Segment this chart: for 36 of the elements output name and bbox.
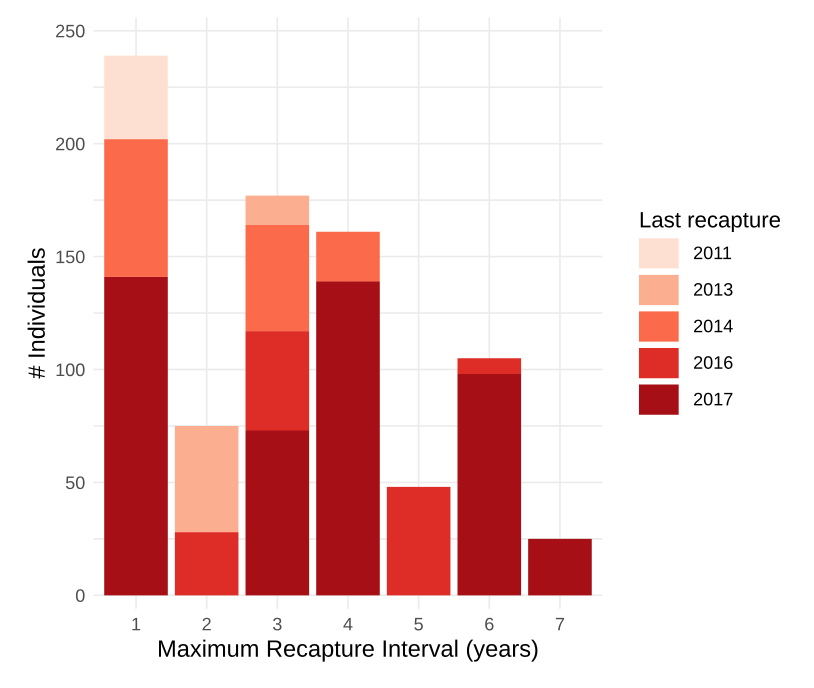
bar (316, 281, 380, 596)
bar (386, 486, 450, 596)
bar (246, 430, 310, 596)
bar (458, 374, 522, 596)
x-tick-label: 6 (485, 618, 494, 630)
bar (104, 56, 168, 140)
bar (246, 224, 310, 332)
x-tick-label: 4 (343, 618, 352, 630)
y-tick-label: 150 (56, 250, 85, 264)
y-axis-title: # Individuals (28, 248, 45, 379)
bar (174, 426, 238, 532)
y-tick-label: 250 (56, 24, 85, 38)
bar (528, 538, 592, 596)
x-tick-label: 2 (202, 618, 211, 630)
bar (458, 358, 522, 374)
bar (246, 196, 310, 225)
x-axis-title: Maximum Recapture Interval (years) (159, 640, 538, 662)
y-tick-label: 100 (56, 363, 85, 376)
x-tick-label: 7 (556, 618, 564, 630)
x-tick-label: 1 (132, 618, 140, 630)
legend-label: 2017 (694, 392, 732, 406)
y-tick-label: 50 (66, 476, 85, 490)
x-tick-label: 5 (414, 618, 423, 630)
legend-label: 2016 (694, 356, 732, 369)
bar (246, 331, 310, 430)
bar (316, 232, 380, 282)
legend-label: 2013 (694, 283, 732, 296)
y-tick-label: 0 (76, 589, 85, 602)
legend-label: 2014 (694, 320, 733, 332)
y-tick-label: 200 (56, 138, 85, 150)
bar (174, 532, 238, 596)
legend-label: 2011 (694, 246, 732, 260)
bar (104, 276, 168, 596)
bar (104, 139, 168, 277)
legend-title: Last recapture (640, 212, 780, 232)
x-tick-label: 3 (272, 618, 282, 630)
